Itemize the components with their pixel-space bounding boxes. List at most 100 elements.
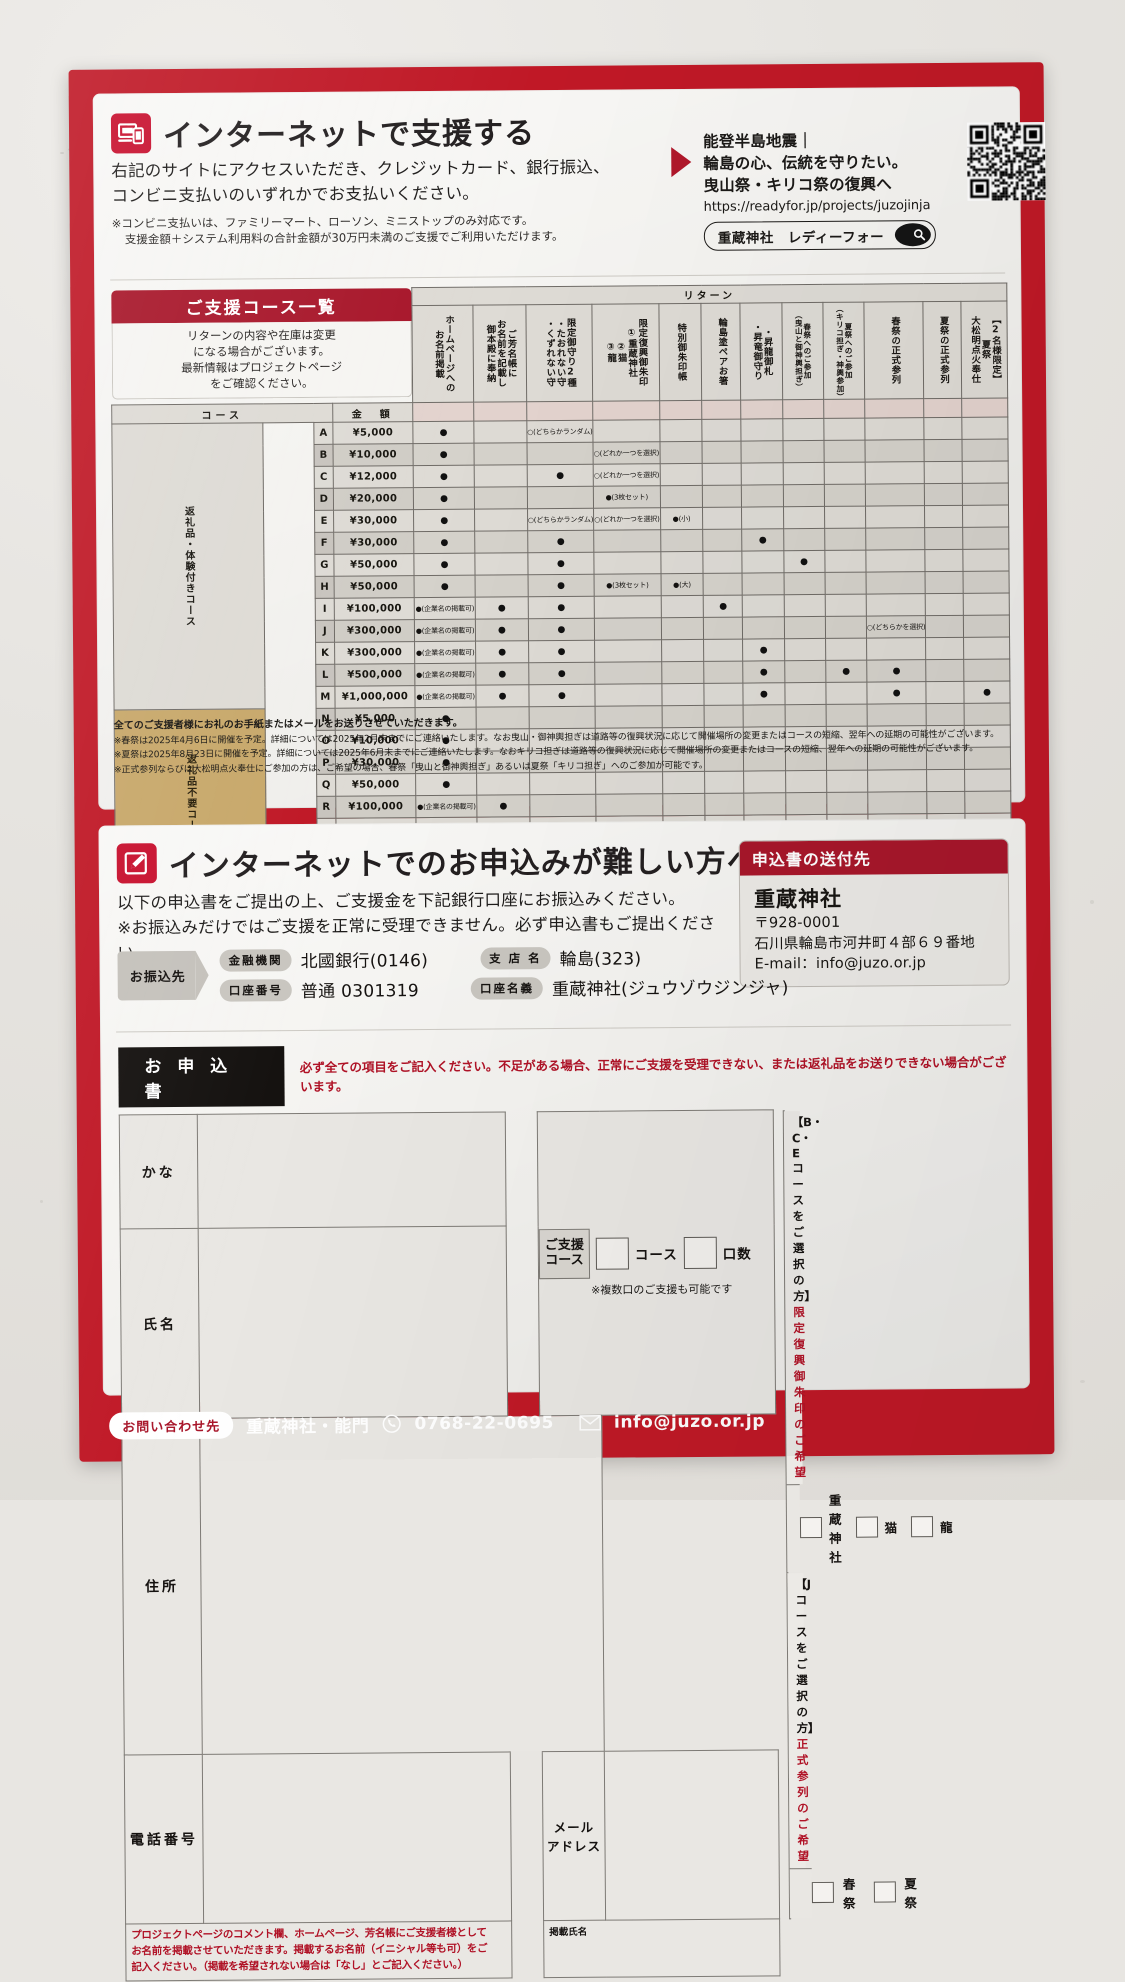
cell-F-3 xyxy=(593,529,661,553)
project-line1: 能登半島地震｜ xyxy=(703,132,814,151)
mark-note: ●(企業名の掲載可) xyxy=(416,692,475,702)
send-to-address: 石川県輪島市河井町４部６９番地 xyxy=(754,934,975,953)
cell-J-6 xyxy=(742,616,785,640)
input-address[interactable]: 〒 xyxy=(199,1415,605,1754)
checkbox-spring-festival[interactable] xyxy=(811,1881,834,1904)
cell-D-3: ●(3枚セット) xyxy=(593,485,661,509)
form-row-kana: かな ご支援 コース コース 口数 ※複数口のご支 xyxy=(119,1108,1011,1919)
cell-H-3: ●(3枚セット) xyxy=(594,573,661,597)
cell-K-8 xyxy=(825,638,867,661)
cell-J-0: ●(企業名の掲載可) xyxy=(414,619,476,642)
course-badge: ご支援コース一覧 xyxy=(110,287,412,324)
mark-note: ○(どちらかランダム) xyxy=(527,515,594,525)
input-tel[interactable] xyxy=(202,1751,512,1924)
label-email: メール アドレス xyxy=(542,1750,606,1921)
row-amount: ¥500,000 xyxy=(334,663,415,687)
input-name[interactable] xyxy=(198,1226,508,1419)
magnifier-icon[interactable] xyxy=(894,223,931,247)
mark-note: ●(企業名の掲載可) xyxy=(415,648,475,658)
checkbox-juzojinja[interactable] xyxy=(799,1516,823,1539)
cell-R-11 xyxy=(964,790,1011,814)
cell-M-6 xyxy=(743,682,785,706)
contact-phone[interactable]: 0768-22-0695 xyxy=(414,1412,555,1434)
form-row-publish: プロジェクトページのコメント欄、ホームページ、芳名帳にご支援者様として お名前を… xyxy=(125,1917,1017,1981)
checkbox-cat[interactable] xyxy=(855,1516,878,1538)
qr-code[interactable] xyxy=(966,122,1046,201)
cell-L-1 xyxy=(475,662,529,686)
mark-dot xyxy=(557,602,565,613)
input-email[interactable] xyxy=(604,1749,780,1921)
contact-org: 重蔵神社・能門 xyxy=(246,1416,370,1438)
row-amount: ¥12,000 xyxy=(333,465,414,489)
cell-D-2 xyxy=(527,486,594,509)
input-kana[interactable] xyxy=(197,1111,507,1229)
course-code-input[interactable] xyxy=(595,1237,630,1270)
cell-B-1 xyxy=(474,442,527,466)
cell-R-10 xyxy=(927,791,966,814)
cell-H-2 xyxy=(527,574,595,597)
cell-G-10 xyxy=(925,549,964,572)
cell-H-7 xyxy=(783,572,825,595)
bank-row-1: 金融機関 北國銀行(0146) 支 店 名 輪島(323) xyxy=(219,943,788,972)
row-code: A xyxy=(313,422,333,445)
cell-H-0 xyxy=(414,575,476,598)
label-spring-festival: 春祭 xyxy=(842,1876,856,1911)
cell-C-7 xyxy=(782,462,825,485)
cell-I-10 xyxy=(925,593,964,616)
internet-section-title: インターネットで支援する xyxy=(162,116,536,155)
send-to-email[interactable]: E-mail：info@juzo.or.jp xyxy=(754,955,927,973)
course-count-input[interactable] xyxy=(683,1236,717,1270)
internet-section-header: インターネットで支援する xyxy=(110,108,536,155)
cell-Q-4 xyxy=(662,771,706,794)
project-url[interactable]: https://readyfor.jp/projects/juzojinja xyxy=(703,198,931,215)
internet-lead-line1: 右記のサイトにアクセスいただき、クレジットカード、銀行振込、 xyxy=(111,157,610,181)
row-code: G xyxy=(314,554,335,577)
cell-L-10 xyxy=(926,659,965,682)
cell-E-0 xyxy=(413,509,475,532)
publish-name-label: 掲載氏名 xyxy=(549,1926,588,1939)
cell-J-4 xyxy=(660,617,704,640)
course-table-wrapper: ご支援コース一覧 リターンの内容や在庫は変更 になる場合がございます。 最新情報はプロ… xyxy=(110,282,1012,887)
cell-H-11 xyxy=(963,570,1010,594)
send-to-title: 申込書の送付先 xyxy=(739,839,1008,876)
cell-Q-0 xyxy=(415,773,478,796)
application-form-note: 必ず全ての項目をご記入ください。不足がある場合、正常にご支援を受理できない、また… xyxy=(299,1054,1007,1095)
cell-G-6 xyxy=(742,550,784,574)
cell-L-3 xyxy=(594,661,662,685)
cell-C-8 xyxy=(823,462,866,485)
cell-E-9 xyxy=(865,505,926,529)
cell-M-8 xyxy=(825,682,867,705)
branch-value: 輪島(323) xyxy=(559,949,642,971)
cell-A-1 xyxy=(474,420,527,444)
cell-G-11 xyxy=(963,548,1010,572)
cell-C-1 xyxy=(474,464,528,488)
cell-D-4 xyxy=(659,485,703,508)
checkbox-summer-festival[interactable] xyxy=(873,1881,896,1903)
cell-H-8 xyxy=(824,572,867,595)
group-label-with-return: 返礼品・体験付きコース xyxy=(111,422,266,711)
course-select-label: ご支援 コース xyxy=(538,1228,591,1280)
cell-R-4 xyxy=(662,793,706,816)
cell-F-7 xyxy=(783,528,825,551)
checkbox-dragon[interactable] xyxy=(910,1516,934,1538)
contact-email[interactable]: info@juzo.or.jp xyxy=(613,1410,766,1433)
cell-A-9 xyxy=(864,417,925,441)
row-amount: ¥100,000 xyxy=(334,597,415,621)
mark-note: ○(どれか一つを選択) xyxy=(593,449,660,458)
search-box[interactable]: 重蔵神社 レディーフォー xyxy=(703,220,936,251)
course-table: ご支援コース一覧 リターンの内容や在庫は変更 になる場合がございます。 最新情報はプロ… xyxy=(110,282,1012,887)
mark-dot xyxy=(557,558,565,569)
option-j-box: 【Jコースをご選択の方】 正式参列のご希望 春祭 夏祭 xyxy=(786,1572,917,1919)
cell-L-6 xyxy=(743,660,785,684)
row-amount: ¥30,000 xyxy=(333,509,414,533)
cell-G-7 xyxy=(783,550,825,573)
cell-I-5 xyxy=(703,595,743,618)
bank-tag-label: お振込先 xyxy=(117,950,196,1001)
mark-dot xyxy=(440,427,448,438)
row-amount: ¥300,000 xyxy=(334,641,415,665)
cell-A-0 xyxy=(412,421,475,444)
cell-G-4 xyxy=(660,551,704,574)
column-header-7: 春祭へのご参加 （曳山と御神輿担ぎ） xyxy=(781,302,824,400)
publish-name-input[interactable]: 掲載氏名 xyxy=(543,1918,781,1978)
cell-M-3 xyxy=(595,683,662,707)
